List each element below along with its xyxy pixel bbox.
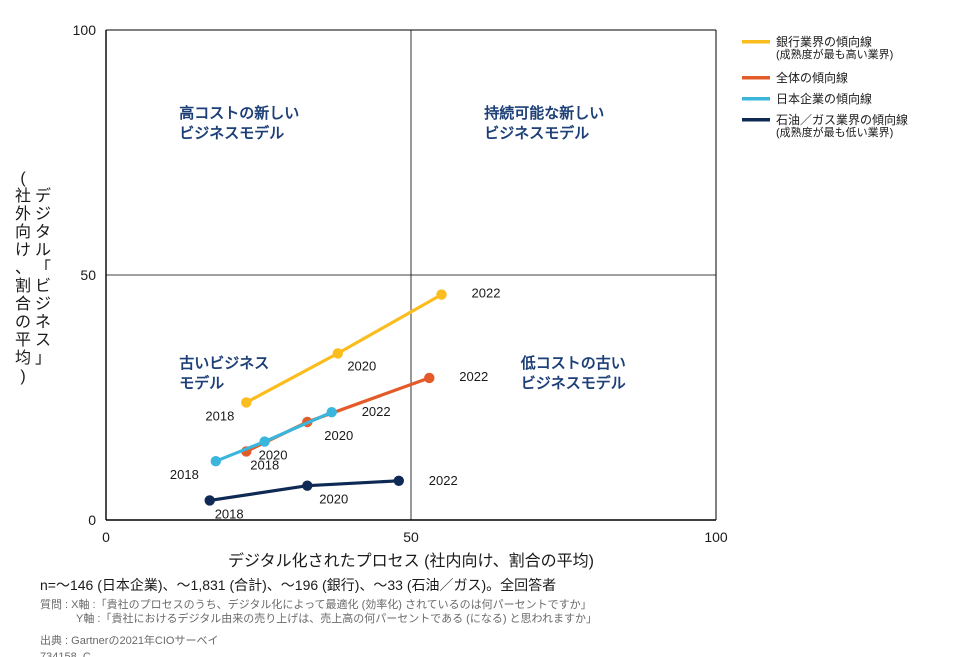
y-axis-title-line1: ス — [35, 332, 51, 349]
legend-swatch-japan — [742, 97, 770, 101]
x-tick-label: 100 — [704, 529, 728, 545]
y-axis-title-line2: ) — [20, 368, 25, 385]
y-axis-title-line1: ジ — [35, 296, 51, 313]
series-year-label-japan: 2018 — [170, 467, 199, 482]
series-marker-japan — [259, 436, 269, 446]
y-axis-title-line1: ビ — [35, 277, 51, 295]
y-axis-title-line2: 社 — [15, 187, 31, 205]
series-marker-bank — [333, 348, 343, 358]
y-axis-title-line1: タ — [35, 223, 51, 241]
y-axis-title-line1: ネ — [35, 313, 51, 331]
series-year-label-oilgas: 2020 — [319, 492, 348, 507]
y-axis-title-line2: け — [15, 242, 31, 259]
x-tick-label: 50 — [403, 529, 419, 545]
y-axis-title-line2: 割 — [15, 277, 31, 295]
series-year-label-bank: 2022 — [472, 286, 501, 301]
footer-n-text: n=～146 (日本企業)、～1,831 (合計)、～196 (銀行)、～33 … — [40, 577, 556, 593]
y-axis-title-line2: 向 — [15, 223, 31, 241]
legend-swatch-bank — [742, 40, 770, 44]
quadrant-label-bl: モデル — [179, 374, 224, 392]
legend-label-japan: 日本企業の傾向線 — [776, 91, 872, 106]
y-tick-label: 100 — [73, 22, 97, 38]
y-tick-label: 50 — [80, 267, 96, 283]
series-marker-japan — [211, 456, 221, 466]
y-axis-title-line1: デ — [35, 186, 51, 205]
series-year-label-overall: 2022 — [459, 369, 488, 384]
series-year-label-bank: 2018 — [205, 408, 234, 423]
quadrant-label-bl: 古いビジネス — [179, 354, 269, 372]
footer-source: 出典 : Gartnerの2021年CIOサーベイ — [40, 633, 219, 647]
quadrant-label-br: 低コストの古い — [520, 354, 626, 372]
footer-question-x: 質問 : X軸 :「貴社のプロセスのうち、デジタル化によって最適化 (効率化) … — [40, 597, 592, 611]
x-axis-title: デジタル化されたプロセス (社内向け、割合の平均) — [228, 551, 594, 570]
legend-label-oilgas: 石油／ガス業界の傾向線 — [776, 112, 908, 127]
quadrant-label-tl: 高コストの新しい — [179, 104, 299, 122]
series-year-label-japan: 2020 — [259, 448, 288, 463]
legend-label-overall: 全体の傾向線 — [776, 70, 848, 85]
y-axis-title-line2: ( — [20, 170, 26, 187]
footer-id: 734158_C — [40, 651, 91, 657]
quadrant-label-tr: ビジネスモデル — [484, 124, 589, 142]
y-tick-label: 0 — [88, 512, 96, 528]
legend-sublabel-bank: (成熟度が最も高い業界) — [776, 47, 893, 61]
series-marker-oilgas — [302, 481, 312, 491]
y-axis-title-line2: 平 — [15, 332, 31, 349]
series-year-label-bank: 2020 — [347, 358, 376, 373]
x-tick-label: 0 — [102, 529, 110, 545]
legend-swatch-overall — [742, 76, 770, 80]
y-axis-title-line2: の — [15, 314, 31, 331]
series-year-label-oilgas: 2018 — [215, 506, 244, 521]
y-axis-title-line2: 、 — [15, 260, 31, 277]
y-axis-title-line1: ジ — [35, 206, 51, 223]
legend-sublabel-oilgas: (成熟度が最も低い業界) — [776, 125, 893, 139]
y-axis-title-line1: ル — [35, 242, 51, 259]
quadrant-label-tl: ビジネスモデル — [179, 124, 284, 142]
y-axis-title-line1: 「 — [35, 259, 51, 277]
series-marker-oilgas — [205, 495, 215, 505]
series-line-bank — [246, 295, 441, 403]
y-axis-title-line1: 」 — [35, 350, 51, 367]
legend-label-bank: 銀行業界の傾向線 — [776, 34, 872, 49]
series-year-label-overall: 2020 — [324, 428, 353, 443]
footer-question-y: Y軸 :「貴社におけるデジタル由来の売り上げは、売上高の何パーセントである (に… — [76, 611, 597, 625]
y-axis-title-line2: 均 — [15, 349, 31, 367]
scatter-trend-chart: 050100050100デジタル化されたプロセス (社内向け、割合の平均)デジタ… — [0, 0, 954, 657]
quadrant-label-tr: 持続可能な新しい — [484, 104, 604, 122]
series-year-label-japan: 2022 — [362, 404, 391, 419]
series-marker-bank — [436, 289, 446, 299]
quadrant-label-br: ビジネスモデル — [521, 374, 626, 392]
y-axis-title-line2: 合 — [15, 295, 31, 313]
series-year-label-oilgas: 2022 — [429, 473, 458, 488]
series-marker-oilgas — [394, 476, 404, 486]
y-axis-title-line2: 外 — [15, 205, 31, 223]
legend-swatch-oilgas — [742, 118, 770, 122]
series-marker-bank — [241, 397, 251, 407]
series-marker-overall — [424, 373, 434, 383]
series-marker-japan — [327, 407, 337, 417]
